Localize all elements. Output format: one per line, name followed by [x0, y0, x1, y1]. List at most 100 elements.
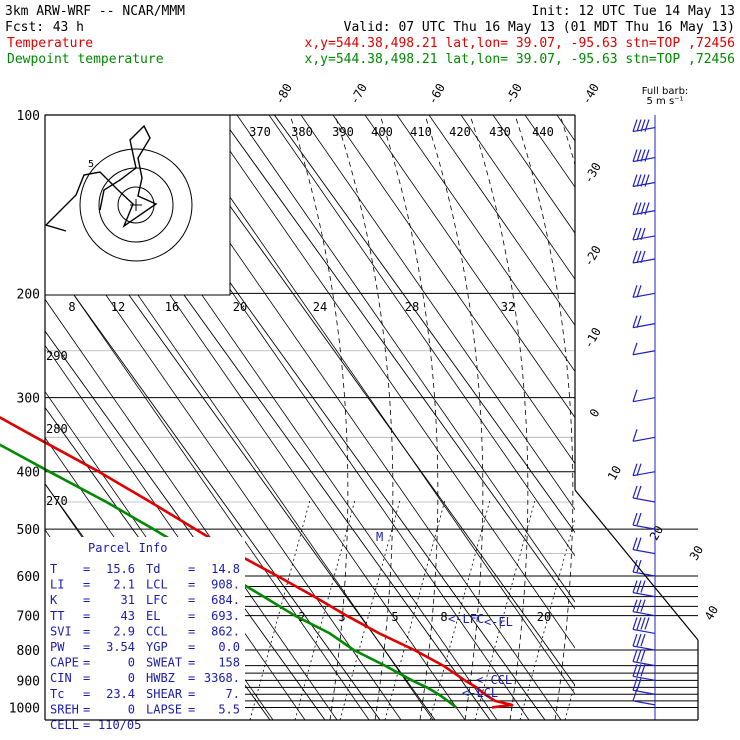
- theta-e-label: 410: [410, 125, 432, 139]
- parcel-value-2: 158: [218, 656, 240, 670]
- parcel-key-2: YGP: [146, 640, 168, 654]
- wind-barb: [632, 315, 656, 329]
- parcel-info-row: TT = 43 EL = 693.: [50, 609, 240, 623]
- pressure-label: 300: [17, 392, 40, 407]
- isotherm-label: -40: [579, 81, 602, 107]
- parcel-eq-2: =: [188, 671, 195, 685]
- wind-barb-flag: [640, 580, 646, 593]
- wind-barb-shaft: [632, 675, 656, 681]
- wind-barb: [632, 174, 656, 188]
- isotherm-line: [219, 115, 575, 610]
- valid-time: Valid: 07 UTC Thu 16 May 13 (01 MDT Thu …: [344, 20, 735, 35]
- wind-barb: [632, 649, 656, 667]
- parcel-key-2: EL: [146, 609, 160, 623]
- wind-barb-shaft: [632, 397, 656, 403]
- wind-barb: [632, 285, 656, 298]
- parcel-eq-1: =: [83, 609, 90, 623]
- hodograph-ring-3: [79, 148, 193, 262]
- wind-barbs: [632, 115, 656, 720]
- isotherm-label: 20: [647, 523, 666, 543]
- parcel-value-1: 0: [128, 656, 135, 670]
- wind-barb-flag: [632, 678, 638, 691]
- wind-barb-flag: [640, 149, 646, 162]
- parcel-value-2: 5.5: [218, 702, 240, 716]
- hodograph-trace: [44, 124, 158, 232]
- wind-barb: [632, 227, 656, 241]
- isotherm-label: -30: [581, 160, 604, 186]
- pressure-label: 500: [17, 523, 40, 538]
- wind-barb-flag: [636, 678, 642, 691]
- parcel-info-row: PW = 3.54 YGP = 0.0: [50, 640, 240, 654]
- wind-barb-flag: [636, 580, 642, 593]
- parcel-value-1: 3.54: [106, 640, 135, 654]
- wind-barb-flag: [632, 649, 638, 662]
- temperature-profile: [0, 416, 514, 709]
- wind-barb-flag: [636, 649, 642, 662]
- dry-adiabat: [492, 115, 575, 234]
- pressure-label: 100: [17, 109, 40, 124]
- theta-e-label: 440: [532, 125, 554, 139]
- pressure-label: 700: [17, 610, 40, 625]
- pressure-label: 800: [17, 644, 40, 659]
- moist-adiabat: [379, 115, 439, 720]
- wind-barb-shaft: [632, 592, 656, 598]
- parcel-key-2: SHEAR: [146, 687, 183, 701]
- wind-barb: [632, 463, 656, 477]
- wind-barb-flag: [636, 285, 642, 298]
- wind-barb-shaft: [632, 210, 656, 216]
- wind-barb-flag: [640, 617, 646, 630]
- wind-barb: [632, 664, 656, 681]
- theta-e-label: 400: [371, 125, 393, 139]
- dry-adiabat: [45, 713, 50, 720]
- parcel-info-row: SVI = 2.9 CCL = 862.: [50, 624, 240, 638]
- dry-adiabat: [172, 115, 575, 695]
- wind-barb-flag: [632, 559, 638, 573]
- parcel-key-1: PW: [50, 640, 65, 654]
- parcel-value-1: 31: [121, 593, 135, 607]
- parcel-value-2: 0.0: [218, 640, 240, 654]
- pressure-label: 1000: [9, 701, 40, 716]
- wind-barb-flag: [632, 315, 638, 328]
- wind-barb-shaft: [632, 497, 656, 503]
- isotherm-line: [274, 115, 575, 534]
- wind-barb-flag: [632, 342, 638, 355]
- parcel-info-rows: T = 15.6 Td = 14.8 LI = 2.1 LCL = 908. K = 31 LFC = 684. T…: [50, 562, 240, 732]
- pressure-label: 900: [17, 674, 40, 689]
- parcel-key-2: HWBZ: [146, 671, 175, 685]
- isotherm-label: 0: [587, 406, 603, 419]
- dry-adiabat: [460, 115, 575, 280]
- lcl-label: <-LCL: [462, 686, 498, 700]
- mixing-ratio-label: 20: [537, 610, 551, 624]
- full-barb-units: 5 m s⁻¹: [647, 96, 684, 107]
- moist-adiabat: [514, 115, 574, 720]
- parcel-value-1: 2.1: [113, 578, 135, 592]
- parcel-info-row: SREH = 0 LAPSE = 5.5: [50, 702, 240, 716]
- wind-barb-flag: [644, 617, 650, 630]
- wind-barb-flag: [644, 149, 650, 162]
- full-barb-label: Full barb:: [642, 86, 689, 97]
- hodograph-speed-label: 32: [501, 300, 515, 314]
- wind-barb: [632, 202, 656, 216]
- cell-label: CELL: [50, 718, 79, 732]
- wind-barb-flag: [640, 250, 646, 264]
- el-label: <-EL: [484, 615, 513, 629]
- parcel-key-1: Tc: [50, 687, 64, 701]
- wind-barb-flag: [636, 227, 642, 241]
- parcel-key-2: LAPSE: [146, 702, 182, 716]
- wind-barb-shaft: [632, 436, 656, 442]
- wind-barb-flag: [640, 649, 646, 662]
- parcel-key-1: TT: [50, 609, 64, 623]
- diagram-frame: [44, 114, 699, 721]
- dry-adiabat: [396, 115, 575, 373]
- wind-barb: [632, 250, 656, 264]
- isotherm-label: 10: [605, 463, 624, 483]
- parcel-info-row: LI = 2.1 LCL = 908.: [50, 578, 240, 592]
- parcel-eq-2: =: [188, 562, 195, 576]
- isotherm-label: -70: [347, 81, 370, 107]
- parcel-key-1: T: [50, 562, 57, 576]
- hodograph-speed-label: 8: [68, 300, 75, 314]
- wind-barb-flag: [644, 119, 650, 132]
- pressure-label: 600: [17, 570, 40, 585]
- cell-eq: =: [83, 718, 90, 732]
- parcel-eq-1: =: [83, 702, 90, 716]
